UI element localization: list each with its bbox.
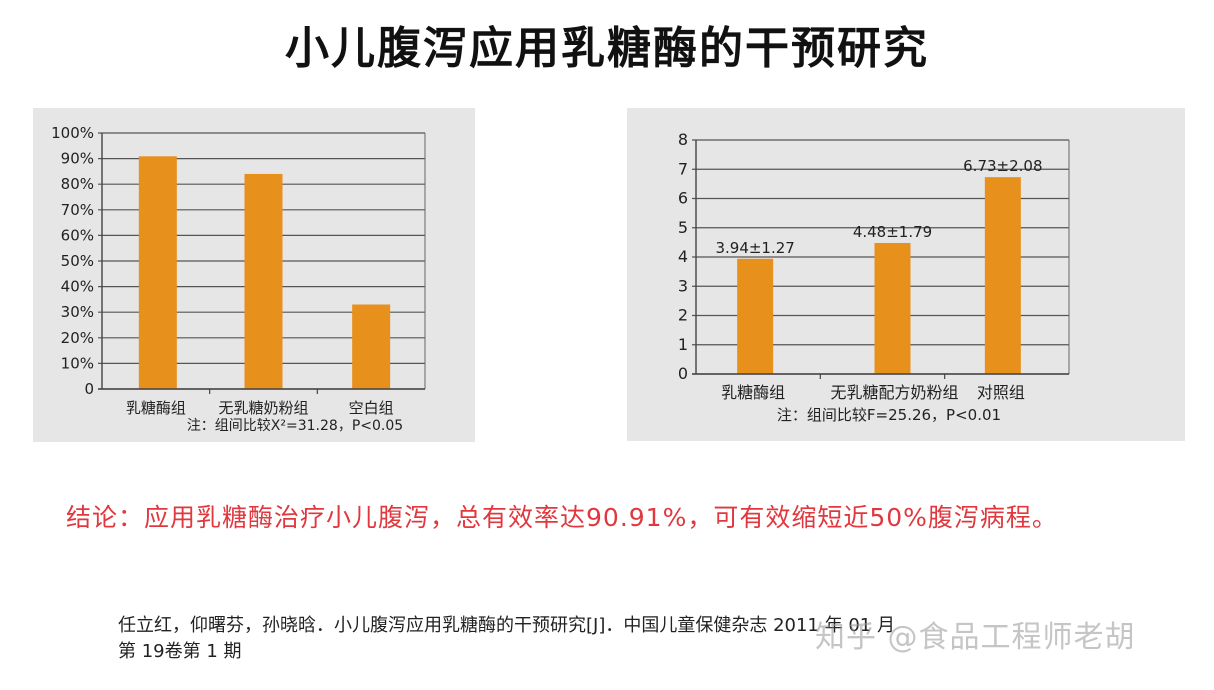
y-tick-label: 90% xyxy=(61,150,94,168)
x-tick-label: 无乳糖配方奶粉组 xyxy=(830,383,958,402)
chart-note: 注：组间比较F=25.26，P<0.01 xyxy=(777,406,1001,424)
data-label: 6.73±2.08 xyxy=(963,157,1042,175)
y-tick-label: 5 xyxy=(678,218,688,237)
x-tick-label: 乳糖酶组 xyxy=(721,383,785,402)
y-tick-label: 6 xyxy=(678,189,688,208)
data-label: 4.48±1.79 xyxy=(853,223,932,241)
reference-citation: 任立红，仰曙芬，孙晓晗．小儿腹泻应用乳糖酶的干预研究[J]．中国儿童保健杂志 2… xyxy=(118,613,895,665)
y-tick-labels: 0 1 2 3 4 5 6 7 8 xyxy=(678,130,688,383)
data-label: 3.94±1.27 xyxy=(715,239,794,257)
y-tick-label: 100% xyxy=(51,124,94,142)
reference-line-2: 第 19卷第 1 期 xyxy=(118,641,242,662)
y-tick-label: 50% xyxy=(61,252,94,270)
chart-bars xyxy=(737,177,1021,374)
watermark: 知乎 @食品工程师老胡 xyxy=(815,620,1136,655)
y-tick-label: 8 xyxy=(678,130,688,149)
reference-line-1: 任立红，仰曙芬，孙晓晗．小儿腹泻应用乳糖酶的干预研究[J]．中国儿童保健杂志 2… xyxy=(118,615,895,636)
bar xyxy=(984,177,1021,374)
y-tick-label: 4 xyxy=(678,247,688,266)
y-tick-label: 0 xyxy=(84,380,94,398)
data-labels: 3.94±1.27 4.48±1.79 6.73±2.08 xyxy=(715,157,1042,257)
bar xyxy=(737,258,774,374)
y-tick-label: 60% xyxy=(61,226,94,244)
chart-note: 注：组间比较X²=31.28，P<0.05 xyxy=(187,418,403,434)
chart-axes xyxy=(692,140,1070,379)
bar xyxy=(352,304,391,389)
x-tick-label: 对照组 xyxy=(977,383,1025,402)
chart-axes xyxy=(98,133,426,394)
y-tick-label: 1 xyxy=(678,335,688,354)
y-tick-label: 40% xyxy=(61,278,94,296)
y-tick-label: 70% xyxy=(61,201,94,219)
duration-bar-chart: 0 1 2 3 4 5 6 7 8 乳糖酶组 无乳糖配方奶粉组 对照组 3.94±1.27 4.48±… xyxy=(678,130,1070,424)
x-tick-label: 无乳糖奶粉组 xyxy=(218,399,308,417)
x-tick-label: 空白组 xyxy=(349,399,394,417)
y-tick-label: 7 xyxy=(678,159,688,178)
y-tick-label: 30% xyxy=(61,303,94,321)
x-tick-label: 乳糖酶组 xyxy=(126,399,186,417)
conclusion-text: 结论：应用乳糖酶治疗小儿腹泻，总有效率达90.91%，可有效缩短近50%腹泻病程… xyxy=(66,503,1058,532)
y-tick-label: 3 xyxy=(678,276,688,295)
bar xyxy=(874,242,911,374)
y-tick-label: 80% xyxy=(61,175,94,193)
y-tick-labels: 0 10% 20% 30% 40% 50% 60% 70% 80% 90% 100% xyxy=(51,124,94,398)
chart-panel-duration: 0 1 2 3 4 5 6 7 8 乳糖酶组 无乳糖配方奶粉组 对照组 3.94±1.27 4.48±… xyxy=(627,108,1185,441)
x-tick-labels: 乳糖酶组 无乳糖奶粉组 空白组 xyxy=(126,399,394,417)
chart-panel-efficacy: 0 10% 20% 30% 40% 50% 60% 70% 80% 90% 100% 乳糖酶组 无乳糖… xyxy=(33,108,475,442)
page-title: 小儿腹泻应用乳糖酶的干预研究 xyxy=(285,23,929,74)
y-tick-label: 2 xyxy=(678,306,688,325)
efficacy-bar-chart: 0 10% 20% 30% 40% 50% 60% 70% 80% 90% 100% 乳糖酶组 无乳糖… xyxy=(51,124,426,434)
y-tick-label: 20% xyxy=(61,329,94,347)
x-tick-labels: 乳糖酶组 无乳糖配方奶粉组 对照组 xyxy=(721,383,1025,402)
bar xyxy=(138,156,177,389)
y-tick-label: 0 xyxy=(678,364,688,383)
y-tick-label: 10% xyxy=(61,354,94,372)
bar xyxy=(244,173,283,389)
chart-bars xyxy=(138,156,391,389)
